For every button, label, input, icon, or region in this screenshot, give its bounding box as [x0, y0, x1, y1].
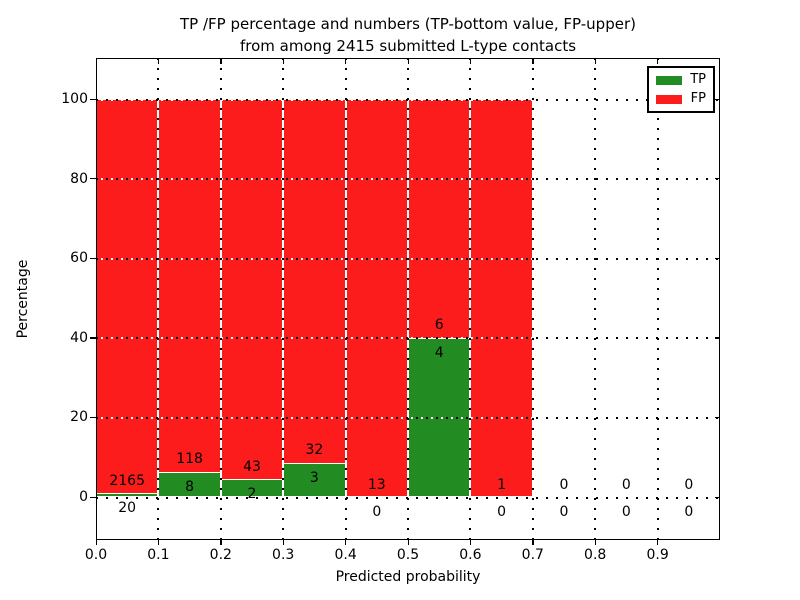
y-tick-mark	[90, 178, 96, 180]
legend-label-tp: TP	[690, 72, 706, 87]
x-tick-mark	[594, 540, 597, 545]
v-gridline	[282, 58, 285, 540]
fp-count-label: 0	[684, 476, 694, 493]
y-tick-mark	[90, 416, 96, 419]
chart-title-line1: TP /FP percentage and numbers (TP-bottom…	[180, 15, 636, 33]
x-tick-mark-top	[594, 59, 597, 64]
y-tick-label: 80	[70, 170, 88, 187]
x-tick-mark-top	[282, 59, 285, 64]
x-axis-label: Predicted probability	[335, 569, 481, 585]
fp-count-label: 1	[497, 476, 507, 493]
x-tick-mark-top	[657, 59, 659, 64]
x-tick-mark-top	[157, 59, 160, 64]
fp-count-label: 0	[559, 476, 569, 493]
y-tick-mark-right	[715, 98, 719, 100]
fp-count-label: 43	[243, 458, 261, 475]
x-tick-label: 0.5	[396, 547, 420, 563]
fp-bar	[220, 99, 284, 497]
y-tick-mark-right	[715, 416, 719, 419]
x-tick-label: 0.1	[147, 547, 170, 563]
y-tick-mark-right	[715, 337, 719, 339]
x-tick-mark	[157, 540, 160, 545]
x-tick-mark-top	[469, 59, 472, 64]
y-tick-label: 100	[61, 91, 88, 107]
fp-count-label: 2165	[109, 472, 146, 489]
v-gridline	[344, 58, 347, 540]
y-tick-mark-right	[715, 178, 719, 180]
legend: TP FP	[647, 66, 715, 113]
x-tick-label: 0.2	[209, 547, 232, 563]
x-tick-mark-top	[345, 59, 347, 64]
fp-count-label: 0	[621, 476, 631, 493]
x-tick-label: 0.6	[459, 547, 482, 563]
fp-bar	[345, 99, 408, 497]
fp-count-label: 118	[176, 451, 203, 468]
y-tick-label: 0	[79, 489, 88, 505]
y-tick-mark-right	[715, 257, 719, 260]
y-axis-label: Percentage	[15, 259, 31, 339]
tp-count-label: 0	[621, 504, 631, 520]
chart-title: TP /FP percentage and numbers (TP-bottom…	[96, 13, 720, 57]
x-tick-mark-top	[220, 59, 222, 64]
x-tick-mark-top	[407, 59, 409, 64]
v-gridline	[656, 58, 659, 540]
x-tick-mark	[657, 540, 659, 545]
v-gridline	[469, 58, 472, 540]
x-tick-label: 0.4	[334, 547, 357, 563]
tp-count-label: 8	[185, 478, 195, 495]
x-tick-label: 0.9	[646, 547, 669, 563]
tp-count-label: 0	[497, 504, 507, 520]
fp-bar	[158, 99, 221, 497]
fp-bar	[470, 99, 533, 497]
fp-bar	[283, 99, 346, 497]
fp-count-label: 32	[305, 442, 324, 459]
y-tick-label: 60	[70, 250, 88, 267]
v-gridline	[219, 58, 222, 540]
x-tick-mark	[532, 540, 534, 545]
tp-count-label: 2	[247, 486, 257, 503]
fp-count-label: 13	[367, 476, 386, 493]
x-tick-mark	[220, 540, 222, 545]
x-tick-label: 0.0	[84, 547, 108, 563]
x-tick-mark-top	[532, 59, 534, 64]
x-tick-label: 0.3	[272, 547, 295, 563]
chart-title-line2: from among 2415 submitted L-type contact…	[239, 37, 577, 55]
y-tick-mark	[90, 257, 96, 260]
legend-row-tp: TP	[656, 73, 706, 87]
x-tick-mark	[469, 540, 472, 545]
x-tick-mark	[345, 540, 347, 545]
tp-count-label: 3	[309, 469, 319, 486]
x-tick-mark	[95, 540, 97, 545]
y-tick-mark-right	[715, 496, 719, 498]
fp-bar	[96, 99, 159, 497]
y-tick-label: 20	[70, 409, 88, 426]
fp-swatch-icon	[656, 94, 682, 104]
x-tick-label: 0.7	[521, 547, 544, 563]
v-gridline	[407, 58, 409, 540]
y-tick-mark	[90, 337, 96, 339]
tp-count-label: 0	[372, 504, 382, 520]
x-tick-mark	[282, 540, 285, 545]
tp-count-label: 4	[434, 344, 444, 361]
tp-swatch-icon	[656, 75, 682, 85]
v-gridline	[531, 58, 534, 540]
x-tick-label: 0.8	[584, 547, 607, 563]
tp-count-label: 20	[118, 500, 137, 517]
v-gridline	[157, 58, 160, 540]
x-tick-mark	[407, 540, 409, 545]
y-tick-mark	[90, 496, 96, 498]
legend-row-fp: FP	[656, 92, 706, 106]
v-gridline	[594, 58, 597, 540]
tp-count-label: 0	[684, 504, 694, 520]
legend-label-fp: FP	[690, 91, 706, 106]
fp-count-label: 6	[434, 317, 444, 334]
y-tick-label: 40	[70, 329, 88, 346]
tp-count-label: 0	[559, 504, 569, 520]
y-tick-mark	[90, 98, 96, 100]
plot-area: 2165 20 118 8 43 2 32 3 13 0 6 4 1 0 0 0 0 0 0 0	[96, 58, 720, 540]
